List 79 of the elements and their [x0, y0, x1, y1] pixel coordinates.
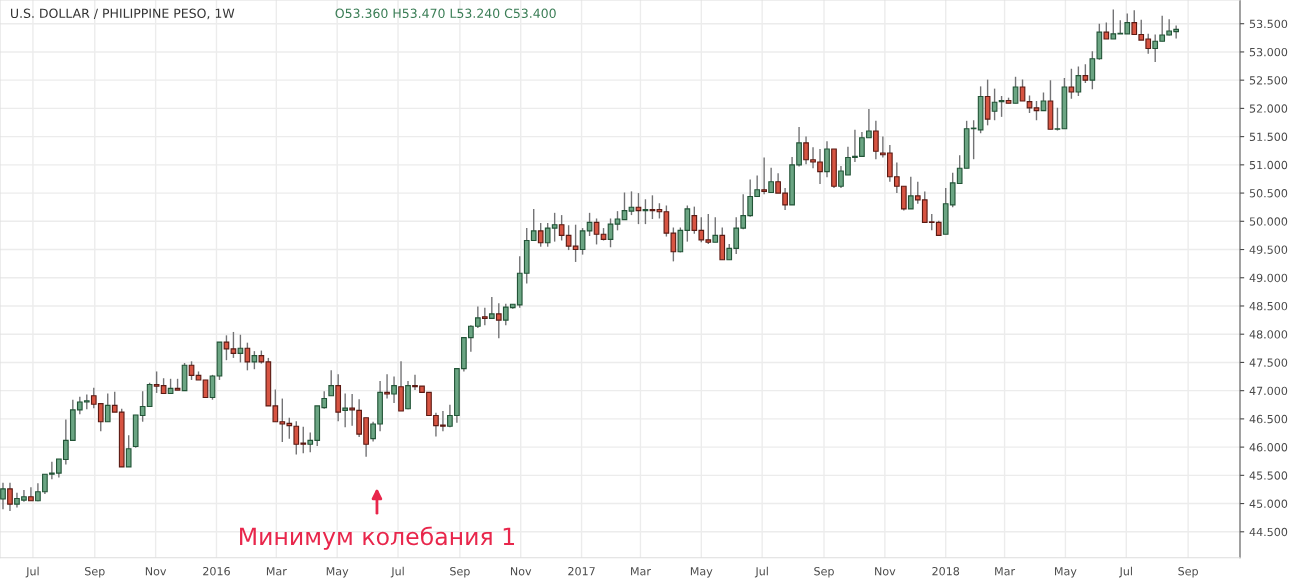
- x-tick-label: 2018: [932, 566, 960, 576]
- text: O53.360 H53.470 L53.240 C53.400: [335, 8, 556, 19]
- y-tick-label: 45.500: [1249, 471, 1288, 480]
- candlestick: [251, 350, 258, 370]
- candlestick: [125, 434, 132, 468]
- x-tick-label: 2017: [568, 566, 595, 576]
- y-tick-label: 52.500: [1249, 76, 1288, 85]
- text: U.S. DOLLAR / PHILIPPINE PESO, 1W: [11, 8, 235, 20]
- candlestick: [607, 217, 614, 248]
- x-tick-label: Jul: [390, 566, 404, 578]
- candlestick: [761, 156, 768, 195]
- candlestick: [328, 369, 335, 397]
- candlestick: [384, 373, 390, 400]
- x-tick-label: Mar: [266, 567, 287, 576]
- x-tick-label: May: [1055, 567, 1077, 578]
- candlestick: [1019, 78, 1026, 102]
- y-tick-label: 53.000: [1249, 47, 1288, 57]
- y-tick-label: 50.000: [1249, 217, 1288, 226]
- x-tick-label: Jul: [25, 566, 39, 578]
- candlestick: [768, 166, 774, 194]
- y-tick-label: 47.500: [1249, 358, 1288, 367]
- candlestick: [907, 176, 914, 210]
- y-tick-label: 53.500: [1249, 19, 1288, 29]
- candlestick: [244, 341, 251, 372]
- y-tick-label: 46.500: [1249, 414, 1288, 424]
- candlestick: [1068, 68, 1075, 100]
- annotation: Минимум колебания 1: [240, 526, 515, 550]
- candlestick: [405, 380, 411, 410]
- y-tick-label: 46.000: [1249, 443, 1288, 452]
- candlestick: [998, 95, 1005, 118]
- candlestick: [824, 140, 830, 178]
- candlestick: [614, 210, 621, 232]
- candlestick: [488, 296, 495, 320]
- candlestick: [481, 306, 488, 326]
- candlestick: [991, 87, 998, 121]
- y-tick-label: 52.000: [1249, 104, 1288, 113]
- y-tick-label: 50.500: [1249, 189, 1288, 198]
- y-tick-label: 48.000: [1249, 330, 1288, 339]
- candlestick: [1012, 76, 1019, 105]
- candlestick: [28, 486, 34, 502]
- candlestick: [209, 374, 216, 401]
- candlestick: [712, 216, 719, 243]
- y-tick-label: 45.000: [1249, 499, 1288, 508]
- y-tick-label: 51.500: [1249, 132, 1288, 141]
- x-tick-label: Mar: [631, 567, 651, 576]
- candlestick: [1075, 65, 1082, 97]
- x-tick-label: Sep: [450, 566, 470, 578]
- x-tick-label: Sep: [814, 566, 834, 578]
- candlestick: [642, 198, 649, 225]
- x-tick-label: Jul: [1119, 566, 1132, 578]
- y-tick-label: 47.000: [1249, 386, 1288, 396]
- candlestick: [104, 392, 111, 423]
- x-tick-label: Sep: [85, 566, 105, 578]
- candlestick: [1082, 63, 1089, 84]
- y-tick-label: 48.500: [1249, 301, 1288, 311]
- candlestick: [0, 481, 6, 510]
- x-tick-label: Nov: [145, 567, 167, 576]
- x-tick-label: May: [690, 567, 713, 578]
- candlestick: [1033, 100, 1040, 121]
- y-tick-label: 44.500: [1249, 527, 1288, 537]
- candlestick: [237, 334, 244, 364]
- x-tick-label: May: [326, 567, 349, 578]
- candlestick: [984, 78, 991, 127]
- candlestick: [391, 375, 397, 404]
- x-tick-label: Mar: [995, 567, 1016, 576]
- candlestick: [537, 222, 544, 248]
- y-tick-label: 51.000: [1249, 160, 1288, 170]
- x-tick-label: Nov: [875, 567, 896, 576]
- x-tick-label: Sep: [1178, 566, 1198, 578]
- candlestick: [495, 302, 502, 339]
- candlestick: [1040, 91, 1047, 112]
- y-tick-label: 49.000: [1249, 273, 1288, 283]
- y-tick-label: 49.500: [1249, 245, 1288, 254]
- x-tick-label: Nov: [510, 567, 532, 576]
- candlestick: [873, 120, 879, 160]
- x-tick-label: 2016: [203, 566, 230, 576]
- x-tick-label: Jul: [754, 566, 768, 578]
- candlestick: [342, 392, 349, 429]
- candlestick: [7, 481, 13, 512]
